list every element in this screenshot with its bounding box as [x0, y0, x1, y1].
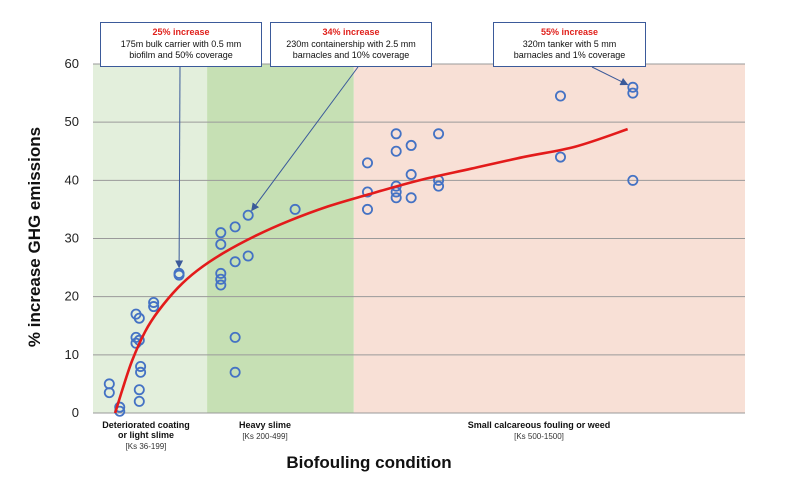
- zone-0-name-line-1: or light slime: [118, 430, 174, 440]
- callout-arrow-2: [591, 66, 629, 86]
- y-tick-60: 60: [65, 56, 79, 71]
- data-points: [103, 81, 639, 417]
- data-point-36: [390, 192, 402, 204]
- data-point-22: [229, 221, 241, 233]
- data-point-28: [289, 203, 301, 215]
- callout-34-line-1: 230m containership with 2.5 mm: [286, 39, 416, 49]
- trend-line: [113, 127, 629, 414]
- callout-55-line-2: barnacles and 1% coverage: [513, 50, 626, 60]
- data-point-26: [242, 209, 254, 221]
- data-point-12: [133, 395, 145, 407]
- data-point-14: [148, 301, 160, 313]
- y-tick-40: 40: [65, 172, 79, 187]
- data-point-33: [390, 145, 402, 157]
- data-point-27: [242, 250, 254, 262]
- data-point-44: [554, 151, 566, 163]
- data-point-20: [215, 273, 227, 285]
- data-point-16: [173, 269, 185, 281]
- data-point-45: [627, 81, 639, 93]
- data-point-43: [554, 90, 566, 102]
- callout-34-percent: 34% increase 230m containership with 2.5…: [270, 22, 432, 67]
- data-point-25: [229, 366, 241, 378]
- y-tick-0: 0: [72, 405, 79, 420]
- callout-25-head: 25% increase: [152, 27, 210, 37]
- zone-2-name-line-0: Small calcareous fouling or weed: [468, 420, 611, 430]
- zone-0-range: [Ks 36-199]: [126, 442, 167, 451]
- data-point-29: [361, 157, 373, 169]
- callout-25-line-1: 175m bulk carrier with 0.5 mm: [120, 39, 242, 49]
- data-point-39: [405, 192, 417, 204]
- zone-1-range: [Ks 200-499]: [242, 432, 287, 441]
- y-tick-30: 30: [65, 231, 79, 246]
- data-point-21: [215, 279, 227, 291]
- zone-2-range: [Ks 500-1500]: [514, 432, 564, 441]
- zone-0-name-line-0: Deteriorated coating: [102, 420, 190, 430]
- x-axis-label: Biofouling condition: [286, 453, 451, 472]
- data-point-31: [361, 203, 373, 215]
- callout-34-head: 34% increase: [322, 27, 380, 37]
- data-point-47: [627, 174, 639, 186]
- callout-55-line-1: 320m tanker with 5 mm: [522, 39, 617, 49]
- callout-25-percent: 25% increase 175m bulk carrier with 0.5 …: [100, 22, 262, 67]
- trend-curve: [113, 127, 629, 414]
- y-tick-labels: 0 10 20 30 40 50 60: [65, 56, 79, 420]
- data-point-23: [229, 256, 241, 268]
- data-point-19: [215, 267, 227, 279]
- y-tick-10: 10: [65, 347, 79, 362]
- data-point-18: [215, 238, 227, 250]
- data-point-6: [130, 331, 142, 343]
- y-tick-20: 20: [65, 289, 79, 304]
- data-point-10: [135, 366, 147, 378]
- data-point-46: [627, 87, 639, 99]
- callout-55-head: 55% increase: [540, 27, 599, 37]
- y-axis-label: % increase GHG emissions: [25, 127, 44, 347]
- data-point-2: [114, 401, 126, 413]
- callout-arrow-1: [251, 66, 359, 212]
- data-point-38: [405, 169, 417, 181]
- data-point-24: [229, 331, 241, 343]
- data-point-40: [433, 128, 445, 140]
- zone-1-name-line-0: Heavy slime: [239, 420, 291, 430]
- callout-55-percent: 55% increase 320m tanker with 5 mm barna…: [493, 22, 646, 67]
- data-point-9: [135, 360, 147, 372]
- data-point-42: [433, 180, 445, 192]
- data-point-13: [148, 296, 160, 308]
- data-point-11: [133, 384, 145, 396]
- data-point-32: [390, 128, 402, 140]
- data-point-1: [103, 387, 115, 399]
- callout-arrow-0: [175, 66, 184, 269]
- data-point-30: [361, 186, 373, 198]
- callout-34-line-2: barnacles and 10% coverage: [292, 50, 410, 60]
- data-point-5: [133, 312, 145, 324]
- data-point-17: [215, 227, 227, 239]
- callout-25-line-2: biofilm and 50% coverage: [129, 50, 233, 60]
- data-point-37: [405, 139, 417, 151]
- y-tick-50: 50: [65, 114, 79, 129]
- callout-arrows: [175, 66, 629, 269]
